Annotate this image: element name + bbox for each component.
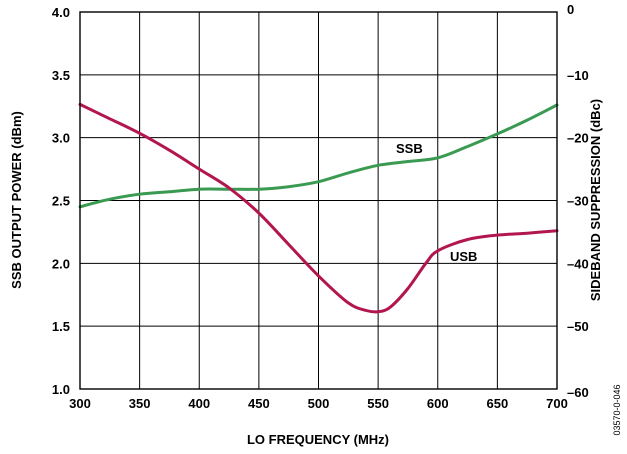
usb-series-line xyxy=(78,102,559,314)
right-tick-label: 0 xyxy=(567,2,574,17)
x-tick-label: 300 xyxy=(69,396,91,411)
x-tick-labels: 300 350 400 450 500 550 600 650 700 xyxy=(69,396,568,411)
x-tick-label: 350 xyxy=(129,396,151,411)
plot-area-frame xyxy=(79,11,558,390)
gridlines xyxy=(80,12,557,389)
figure-id: 03570-0-046 xyxy=(612,384,622,435)
left-tick-label: 3.5 xyxy=(52,68,70,83)
left-tick-label: 3.0 xyxy=(52,131,70,146)
left-tick-label: 2.0 xyxy=(52,256,70,271)
ssb-series-line xyxy=(78,103,559,209)
right-tick-label: –40 xyxy=(567,256,589,271)
x-axis-title: LO FREQUENCY (MHz) xyxy=(247,432,389,447)
right-tick-label: –30 xyxy=(567,194,589,209)
x-tick-label: 600 xyxy=(427,396,449,411)
right-tick-label: –60 xyxy=(567,385,589,400)
left-tick-label: 4.0 xyxy=(52,5,70,20)
usb-series-label: USB xyxy=(450,249,477,264)
x-tick-label: 400 xyxy=(188,396,210,411)
y2-axis-title: SIDEBAND SUPPRESSION (dBc) xyxy=(588,99,603,301)
x-tick-label: 450 xyxy=(248,396,270,411)
left-tick-label: 2.5 xyxy=(52,194,70,209)
right-tick-labels: –60 –50 –40 –30 –20 –10 0 xyxy=(567,2,589,400)
left-tick-label: 1.5 xyxy=(52,319,70,334)
x-tick-label: 550 xyxy=(367,396,389,411)
series-lines xyxy=(78,102,559,314)
x-tick-label: 700 xyxy=(546,396,568,411)
right-tick-label: –20 xyxy=(567,131,589,146)
y-axis-title: SSB OUTPUT POWER (dBm) xyxy=(9,111,24,289)
x-tick-label: 500 xyxy=(308,396,330,411)
x-tick-label: 650 xyxy=(487,396,509,411)
left-tick-labels: 1.0 1.5 2.0 2.5 3.0 3.5 4.0 xyxy=(52,5,70,397)
ssb-series-label: SSB xyxy=(396,141,423,156)
left-tick-label: 1.0 xyxy=(52,382,70,397)
right-tick-label: –50 xyxy=(567,319,589,334)
right-tick-label: –10 xyxy=(567,68,589,83)
